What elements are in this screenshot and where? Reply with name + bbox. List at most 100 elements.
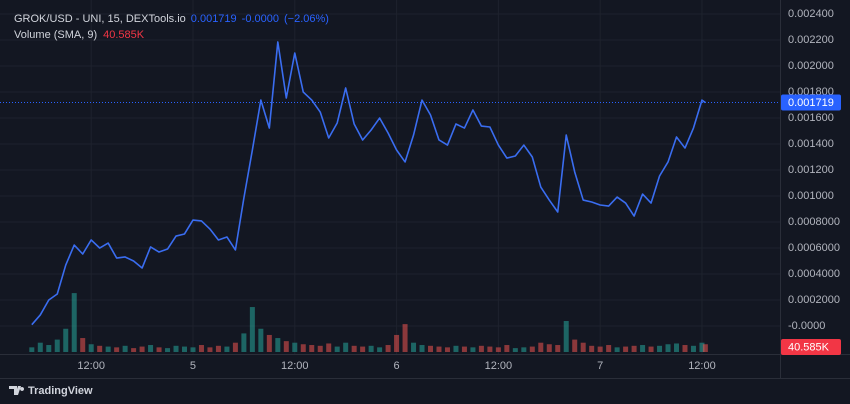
last-price-label: 0.001719: [788, 97, 834, 109]
y-tick-label: 0.002400: [788, 8, 834, 20]
volume-bar: [529, 346, 535, 352]
y-tick-label: 0.001200: [788, 164, 834, 176]
volume-bar: [419, 345, 425, 352]
volume-bar: [402, 324, 408, 352]
volume-bar: [80, 338, 86, 352]
volume-bar: [411, 342, 417, 352]
volume-bar: [453, 345, 459, 352]
brand: TradingView: [28, 385, 93, 397]
volume-bar: [46, 345, 52, 352]
volume-bar: [495, 347, 501, 352]
volume-bar: [563, 321, 569, 352]
volume-bar: [682, 345, 688, 352]
volume-bar: [428, 345, 434, 352]
volume-bar: [182, 346, 188, 352]
volume-bar: [198, 345, 204, 352]
volume-bar: [139, 346, 145, 352]
legend-header: GROK/USD - UNI, 15, DEXTools.io 0.001719-…: [14, 13, 329, 25]
volume-bar: [97, 345, 103, 352]
volume-bar: [54, 339, 60, 352]
y-tick-label: 0.0008000: [788, 216, 840, 228]
volume-bar: [623, 346, 629, 352]
volume-bar: [538, 342, 544, 352]
volume-bar: [71, 293, 77, 352]
x-tick-label: 7: [597, 360, 603, 372]
volume-bar: [521, 347, 527, 352]
volume-bar: [597, 346, 603, 352]
volume-bar: [580, 342, 586, 352]
volume-bar: [512, 348, 518, 352]
volume-bar: [674, 343, 680, 352]
volume-sma-label: 40.585K: [788, 341, 830, 353]
volume-bar: [249, 307, 255, 352]
volume-bar: [690, 345, 696, 352]
logo: TradingView: [9, 385, 93, 397]
volume-bar: [88, 344, 94, 352]
volume-bar: [317, 345, 323, 352]
y-tick-label: 0.0006000: [788, 242, 840, 254]
volume-bar: [665, 344, 671, 352]
volume-bar: [702, 344, 708, 352]
y-tick-label: 0.002200: [788, 34, 834, 46]
volume-bar: [436, 346, 442, 352]
volume-bar: [385, 345, 391, 352]
volume-bar: [275, 338, 281, 352]
volume-bar: [292, 342, 298, 352]
axes: 0.0024000.0022000.0020000.0018000.001600…: [77, 8, 841, 372]
volume-legend: Volume (SMA, 9) 40.585K: [14, 29, 145, 41]
volume-bar: [368, 345, 374, 352]
volume-indicator: Volume (SMA, 9): [14, 29, 97, 41]
change-text: -0.0000: [242, 13, 279, 25]
volume-bar: [394, 334, 400, 352]
volume-bar: [461, 346, 467, 352]
volume-bar: [487, 346, 493, 352]
y-tick-label: 0.0004000: [788, 268, 840, 280]
volume-bar: [326, 343, 332, 352]
volume-bar: [122, 345, 128, 352]
volume-bar: [351, 345, 357, 352]
y-tick-label: 0.001600: [788, 112, 834, 124]
x-tick-label: 6: [394, 360, 400, 372]
volume-bar: [37, 342, 43, 352]
y-tick-label: 0.001400: [788, 138, 834, 150]
plot: [0, 41, 780, 326]
volume-bar: [343, 342, 349, 352]
volume-bar: [631, 345, 637, 352]
volume-bar: [640, 345, 646, 352]
x-tick-label: 12:00: [281, 360, 309, 372]
volume-bar: [232, 342, 238, 352]
volume-bar: [478, 345, 484, 352]
volume-bar: [470, 347, 476, 352]
volume-bar: [657, 345, 663, 352]
volume-bar: [444, 347, 450, 352]
volume-bar: [215, 345, 221, 352]
volume-bar: [504, 345, 510, 352]
volume-bar: [207, 347, 213, 352]
y-tick-label: -0.0000: [788, 320, 825, 332]
chart-title: GROK/USD - UNI, 15, DEXTools.io: [14, 13, 186, 25]
volume-bar: [29, 347, 35, 352]
price-line: [31, 41, 706, 326]
y-tick-label: 0.001000: [788, 190, 834, 202]
volume-sma: 40.585K: [103, 29, 145, 41]
volume-bar: [300, 344, 306, 352]
x-tick-label: 12:00: [485, 360, 513, 372]
volume-bar: [555, 345, 561, 352]
volume-bar: [241, 333, 247, 352]
volume-bar: [648, 346, 654, 352]
grid: [0, 0, 780, 354]
volume-bar: [173, 345, 179, 352]
volume-bar: [699, 342, 705, 352]
volume-bar: [334, 346, 340, 352]
last-price-box: [781, 94, 841, 111]
volume-bar: [283, 341, 289, 352]
volume-bar: [190, 347, 196, 352]
volume-bar: [63, 328, 69, 352]
change-pct-text: (−2.06%): [284, 13, 329, 25]
x-tick-label: 12:00: [77, 360, 105, 372]
volume-bar: [589, 345, 595, 352]
volume-bar: [114, 347, 120, 352]
volume-sma-box: [781, 339, 841, 355]
